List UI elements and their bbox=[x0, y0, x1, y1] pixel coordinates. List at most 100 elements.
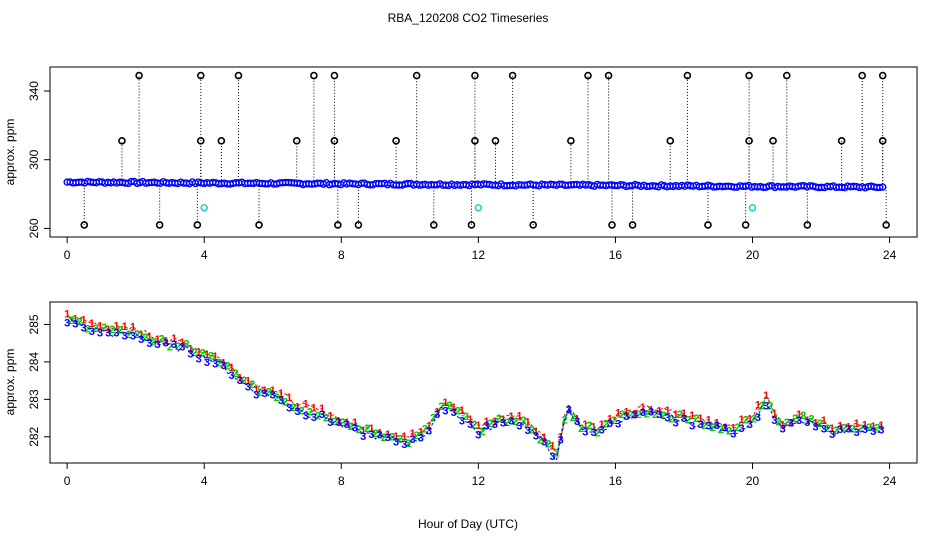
top-mid-spike-point bbox=[471, 137, 479, 145]
bottom-series-1-marker: 1 bbox=[344, 417, 350, 429]
bottom-series-2-marker: 2 bbox=[249, 379, 255, 391]
bottom-series-1-marker: 1 bbox=[492, 416, 498, 428]
bottom-series-1-marker: 1 bbox=[410, 428, 416, 440]
bottom-series-3-marker: 3 bbox=[442, 405, 448, 417]
bottom-x-tick-label: 4 bbox=[201, 474, 208, 488]
bottom-y-tick-label: 282 bbox=[27, 426, 41, 446]
bottom-series-1-marker: 1 bbox=[730, 423, 736, 435]
bottom-series-2-marker: 2 bbox=[381, 432, 387, 444]
bottom-series-1-marker: 1 bbox=[681, 408, 687, 420]
bottom-series-3-marker: 3 bbox=[500, 417, 506, 429]
top-high-spike-point bbox=[412, 71, 421, 80]
top-mid-spike-point bbox=[292, 137, 301, 145]
bottom-series-3-marker: 3 bbox=[484, 421, 490, 433]
bottom-series-1-marker: 1 bbox=[804, 415, 810, 427]
bottom-series-3-marker: 3 bbox=[303, 410, 309, 422]
bottom-series-1-marker: 1 bbox=[130, 322, 136, 334]
top-x-tick-label: 24 bbox=[883, 248, 897, 262]
bottom-series-1-marker: 1 bbox=[516, 411, 522, 423]
bottom-x-tick-label: 8 bbox=[338, 474, 345, 488]
bottom-series-2-marker: 2 bbox=[553, 448, 559, 460]
bottom-series-3-marker: 3 bbox=[418, 432, 424, 444]
top-high-spike-point bbox=[782, 71, 791, 80]
bottom-series-1-marker: 1 bbox=[212, 351, 218, 363]
bottom-series-3-marker: 3 bbox=[541, 437, 547, 449]
bottom-series-1-marker: 1 bbox=[607, 413, 613, 425]
bottom-series-2-marker: 2 bbox=[595, 428, 601, 440]
bottom-series-3-marker: 3 bbox=[426, 425, 432, 437]
bottom-series-3-marker: 3 bbox=[64, 317, 70, 329]
bottom-series-2-marker: 2 bbox=[644, 409, 650, 421]
bottom-series-2-marker: 2 bbox=[619, 409, 625, 421]
bottom-series-2-marker: 2 bbox=[257, 387, 263, 399]
bottom-series-3-marker: 3 bbox=[204, 357, 210, 369]
bottom-x-tick-label: 20 bbox=[746, 474, 760, 488]
top-baseline-point bbox=[879, 183, 887, 191]
top-y-tick-label: 340 bbox=[27, 81, 41, 101]
top-high-spike-point bbox=[604, 71, 613, 80]
top-baseline-point bbox=[876, 183, 884, 192]
bottom-series-3-marker: 3 bbox=[245, 381, 251, 393]
bottom-series-2-marker: 2 bbox=[504, 417, 510, 429]
bottom-series-3-marker: 3 bbox=[261, 388, 267, 400]
x-axis-label: Hour of Day (UTC) bbox=[418, 517, 518, 531]
bottom-series-2-marker: 2 bbox=[340, 417, 346, 429]
bottom-series-1-marker: 1 bbox=[451, 402, 457, 414]
bottom-series-3-line bbox=[66, 318, 882, 462]
bottom-series-1-marker: 1 bbox=[171, 333, 177, 345]
top-high-spike-point bbox=[330, 71, 339, 80]
bottom-series-3-marker: 3 bbox=[730, 429, 736, 441]
bottom-series-3-marker: 3 bbox=[763, 400, 769, 412]
bottom-series-3-marker: 3 bbox=[327, 417, 333, 429]
bottom-series-3-marker: 3 bbox=[72, 319, 78, 331]
bottom-series-1-marker: 1 bbox=[771, 408, 777, 420]
bottom-series-3-marker: 3 bbox=[122, 331, 128, 343]
bottom-series-1-marker: 1 bbox=[105, 324, 111, 336]
top-low-spike-point bbox=[608, 221, 616, 229]
top-marks bbox=[63, 71, 890, 229]
bottom-y-tick-label: 284 bbox=[27, 352, 41, 372]
bottom-series-2-marker: 2 bbox=[101, 322, 107, 334]
bottom-series-1-marker: 1 bbox=[385, 429, 391, 441]
bottom-x-tick-label: 0 bbox=[64, 474, 71, 488]
top-mid-spike-point bbox=[491, 137, 500, 145]
bottom-series-1-marker: 1 bbox=[97, 321, 103, 333]
bottom-series-1-marker: 1 bbox=[821, 415, 827, 427]
bottom-series-3-marker: 3 bbox=[319, 409, 325, 421]
bottom-series-2-marker: 2 bbox=[126, 329, 132, 341]
bottom-series-2-marker: 2 bbox=[743, 415, 749, 427]
bottom-series-3-marker: 3 bbox=[689, 421, 695, 433]
top-cyan-point bbox=[748, 204, 757, 212]
top-panel: 260 300 340 0 4 8 12 16 20 24 approx. ppm bbox=[3, 66, 918, 262]
bottom-series-3-marker: 3 bbox=[212, 359, 218, 371]
bottom-series-3-marker: 3 bbox=[870, 426, 876, 438]
bottom-series-1-marker: 1 bbox=[253, 384, 259, 396]
top-cyan-point bbox=[200, 204, 208, 212]
bottom-series-3-marker: 3 bbox=[130, 330, 136, 342]
top-high-spike-point bbox=[196, 71, 205, 80]
bottom-series-2-marker: 2 bbox=[603, 419, 609, 431]
bottom-series-3-marker: 3 bbox=[163, 337, 169, 349]
bottom-series-1-marker: 1 bbox=[747, 414, 753, 426]
bottom-series-2-marker: 2 bbox=[241, 375, 247, 387]
bottom-series-2-marker: 2 bbox=[545, 438, 551, 450]
bottom-series-2-marker: 2 bbox=[496, 413, 502, 425]
bottom-axes bbox=[44, 323, 891, 469]
bottom-series-2-marker: 2 bbox=[841, 422, 847, 434]
bottom-series-2-marker: 2 bbox=[208, 350, 214, 362]
bottom-series-3-marker: 3 bbox=[492, 419, 498, 431]
bottom-series-1-marker: 1 bbox=[862, 420, 868, 432]
top-high-spike-point bbox=[878, 71, 887, 80]
bottom-x-tick-labels: 0 4 8 12 16 20 24 bbox=[64, 474, 897, 488]
bottom-series-2-marker: 2 bbox=[455, 406, 461, 418]
bottom-series-2-marker: 2 bbox=[93, 323, 99, 335]
bottom-series-1-marker: 1 bbox=[401, 431, 407, 443]
bottom-series-2-marker: 2 bbox=[858, 423, 864, 435]
bottom-series-1-marker: 1 bbox=[89, 318, 95, 330]
bottom-series-3-marker: 3 bbox=[755, 412, 761, 424]
bottom-series-3-marker: 3 bbox=[615, 419, 621, 431]
bottom-y-tick-labels: 282 283 284 285 bbox=[27, 314, 41, 447]
bottom-series-3-marker: 3 bbox=[549, 451, 555, 463]
bottom-series-2-marker: 2 bbox=[183, 339, 189, 351]
bottom-series-2-marker: 2 bbox=[833, 425, 839, 437]
